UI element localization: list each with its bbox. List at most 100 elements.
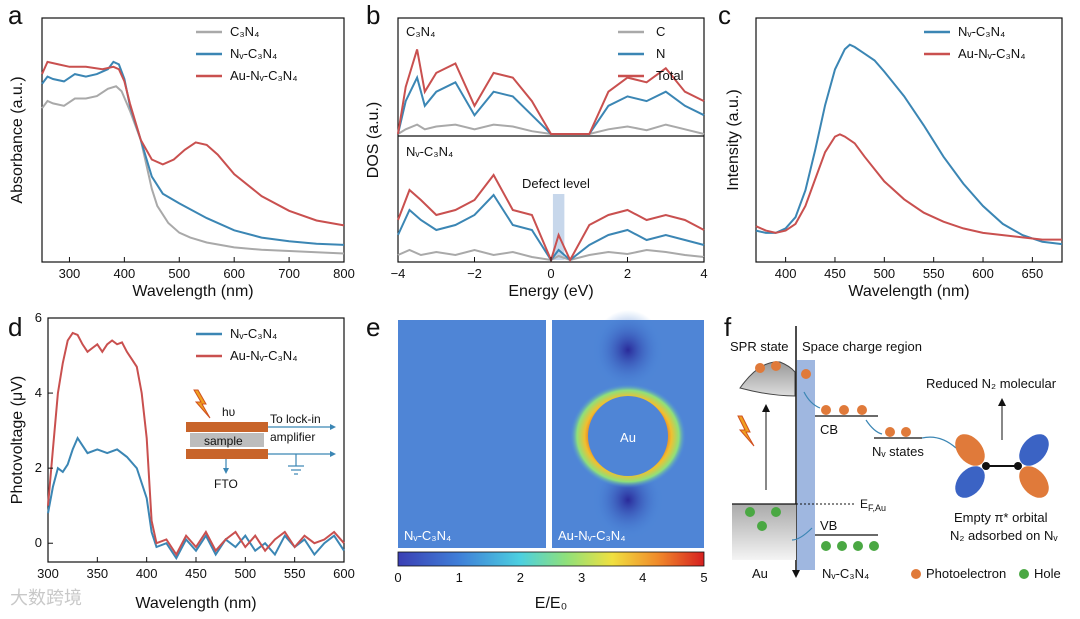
panel-a-legend: C₃N₄ Nᵥ-C₃N₄ Au-Nᵥ-C₃N₄ <box>196 24 298 83</box>
panel-d-legend-label-0: Nᵥ-C₃N₄ <box>230 326 277 341</box>
transfer-arrow-2 <box>865 419 883 435</box>
hole-icon-2 <box>771 507 781 517</box>
space-charge-label: Space charge region <box>802 339 922 354</box>
orbital-lobe-1 <box>955 434 985 466</box>
hole-icon-3 <box>757 521 767 531</box>
panel-a-ticks: 300 400 500 600 700 800 <box>59 257 355 281</box>
inset-sample-label: sample <box>204 434 243 448</box>
n-atom-2 <box>1014 462 1022 470</box>
colorbar-tick-label-4: 4 <box>639 570 646 585</box>
panel-d-series-1 <box>47 331 345 557</box>
colorbar-tick-label-5: 5 <box>700 570 707 585</box>
panel-b: −4 −2 0 2 4 C₃N₄ Nᵥ-C₃N₄ Defect level CN Tota… <box>365 17 708 300</box>
panel-d: 300 350 400 450 500 550 600 0 2 4 6 Nᵥ-C₃N₄ Au-Nᵥ-C… <box>9 310 355 612</box>
photovoltage-setup-inset: hυ sample To lock-in amplifier FTO <box>186 389 336 491</box>
panel-b-top-label: C₃N₄ <box>406 24 435 39</box>
photoelectron-icon-2 <box>771 361 781 371</box>
hole-icon-5 <box>837 541 847 551</box>
panel-b-legend-label-2: Total <box>656 68 684 83</box>
panel-b-xtick-label-1: −2 <box>467 266 482 281</box>
panel-a-ylabel: Absorbance (a.u.) <box>9 76 26 203</box>
panel-d-legend-label-1: Au-Nᵥ-C₃N₄ <box>230 348 298 363</box>
panel-a-legend-label-0: C₃N₄ <box>230 24 259 39</box>
hole-icon-7 <box>869 541 879 551</box>
panel-c-ticks: 400 450 500 550 600 650 <box>775 257 1043 281</box>
panel-b-xtick-label-0: −4 <box>391 266 406 281</box>
panel-d-legend: Nᵥ-C₃N₄ Au-Nᵥ-C₃N₄ <box>196 326 298 363</box>
au-bottom-label: Au <box>752 566 768 581</box>
orbital-lobe-3 <box>1019 434 1049 466</box>
defect-level-band <box>552 194 565 260</box>
transfer-arrow-3 <box>921 436 957 449</box>
field-map-left <box>398 320 546 548</box>
hole-legend-label: Hole <box>1034 566 1061 581</box>
panel-d-xtick-label-4: 500 <box>234 566 256 581</box>
arrow-up-icon <box>762 404 770 412</box>
panel-d-ticks: 300 350 400 450 500 550 600 0 2 4 6 <box>35 310 355 581</box>
panel-c-series-1 <box>755 133 1062 241</box>
panel-b-top-series-1 <box>397 74 705 135</box>
photoelectron-icon-3 <box>801 369 811 379</box>
panel-b-ylabel: DOS (a.u.) <box>365 102 382 178</box>
colorbar-label: E/E₀ <box>535 595 567 612</box>
hole-icon-4 <box>821 541 831 551</box>
panel-a-xtick-label-4: 700 <box>278 266 300 281</box>
panel-c-legend-label-1: Au-Nᵥ-C₃N₄ <box>958 46 1026 61</box>
hole-legend-icon <box>1019 569 1029 579</box>
n-atom-1 <box>982 462 990 470</box>
panel-a-xtick-label-1: 400 <box>114 266 136 281</box>
panel-label-d: d <box>8 312 22 342</box>
arrow-right-icon-2 <box>330 451 336 457</box>
panel-c-legend: Nᵥ-C₃N₄ Au-Nᵥ-C₃N₄ <box>924 24 1026 61</box>
photoelectron-icon-5 <box>839 405 849 415</box>
panel-a-legend-label-1: Nᵥ-C₃N₄ <box>230 46 277 61</box>
panel-c-legend-label-0: Nᵥ-C₃N₄ <box>958 24 1005 39</box>
au-nanoparticle <box>588 396 668 476</box>
panel-d-ylabel: Photovoltage (μV) <box>9 376 26 504</box>
inset-fto: FTO <box>214 477 238 491</box>
panel-d-xtick-label-6: 600 <box>333 566 355 581</box>
fermi-level-label: EF,Au <box>860 497 886 513</box>
panel-e-left-label: Nᵥ-C₃N₄ <box>404 528 451 543</box>
panel-d-lines <box>47 331 345 561</box>
photoelectron-icon-4 <box>821 405 831 415</box>
panel-d-xlabel: Wavelength (nm) <box>135 595 256 612</box>
fermi-sub: F,Au <box>868 503 886 513</box>
arrow-down-icon <box>223 468 229 474</box>
panel-d-ytick-label-1: 2 <box>35 460 42 475</box>
watermark: 大数跨境 <box>10 588 82 609</box>
panel-a-series-0 <box>41 85 345 255</box>
panel-a-xtick-label-3: 600 <box>223 266 245 281</box>
au-particle-label: Au <box>620 430 636 445</box>
panel-c-xtick-label-3: 550 <box>923 266 945 281</box>
panel-c-lines <box>755 43 1063 246</box>
panel-b-top-series-2 <box>397 49 705 135</box>
panel-a-series-1 <box>41 60 345 246</box>
field-lobe-top <box>592 310 664 390</box>
panel-a-legend-label-2: Au-Nᵥ-C₃N₄ <box>230 68 298 83</box>
empty-orbital-label: Empty π* orbital <box>954 510 1048 525</box>
arrow-up-icon-2 <box>998 398 1006 406</box>
panel-a-xtick-label-5: 800 <box>333 266 355 281</box>
inset-hv: hυ <box>222 405 235 419</box>
panel-c-xtick-label-2: 500 <box>873 266 895 281</box>
panel-f: SPR state Space charge region EF,Au CB N… <box>730 326 1061 581</box>
panel-b-xtick-label-3: 2 <box>624 266 631 281</box>
cb-label: CB <box>820 422 838 437</box>
panel-a-xtick-label-2: 500 <box>168 266 190 281</box>
colorbar-tick-label-0: 0 <box>394 570 401 585</box>
photoelectron-icon-7 <box>885 427 895 437</box>
inset-amplifier: amplifier <box>270 430 315 444</box>
panel-d-xtick-label-5: 550 <box>284 566 306 581</box>
colorbar-tick-label-1: 1 <box>456 570 463 585</box>
panel-d-ytick-label-0: 0 <box>35 535 42 550</box>
photoelectron-legend-label: Photoelectron <box>926 566 1006 581</box>
spr-distribution <box>739 361 796 397</box>
inset-sample <box>190 433 264 447</box>
panel-label-b: b <box>366 0 380 30</box>
panel-d-series-0 <box>47 435 345 561</box>
panel-c-ylabel: Intensity (a.u.) <box>725 89 742 190</box>
reduced-n2-label: Reduced N₂ molecular <box>926 376 1057 391</box>
panel-a: 300 400 500 600 700 800 Wavelength (nm) Absor… <box>9 17 355 300</box>
panel-b-xtick-label-2: 0 <box>547 266 554 281</box>
